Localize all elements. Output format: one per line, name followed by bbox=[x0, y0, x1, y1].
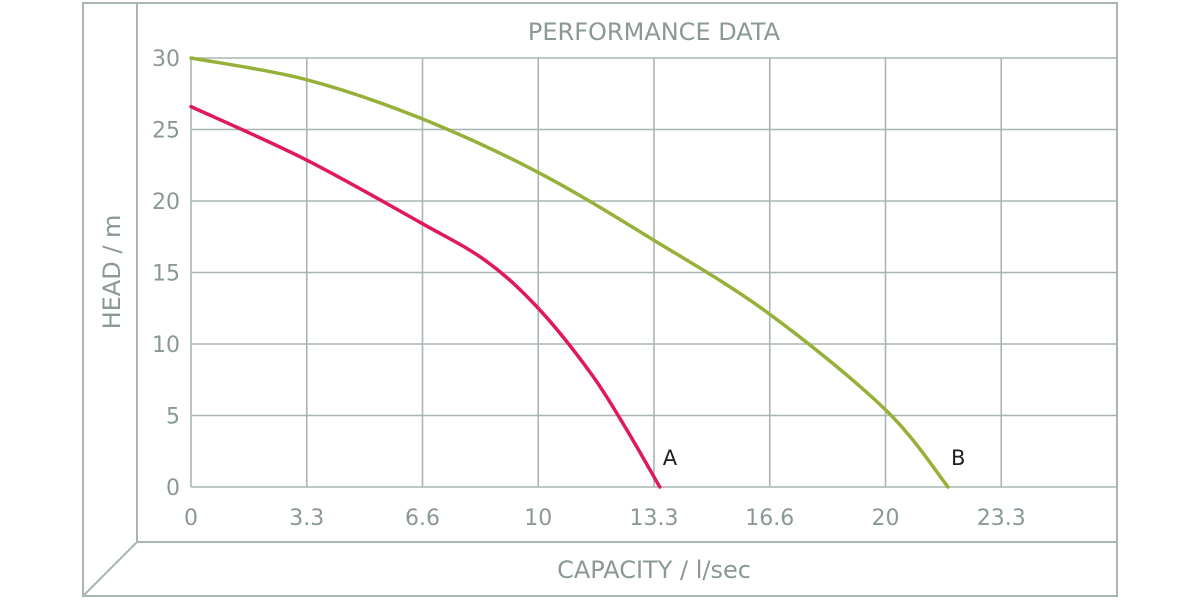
chart-title: PERFORMANCE DATA bbox=[528, 18, 781, 46]
curve-b bbox=[189, 56, 950, 489]
chart-frame bbox=[82, 2, 1118, 597]
y-tick-label: 30 bbox=[152, 47, 180, 72]
x-axis-label: CAPACITY / l/sec bbox=[557, 556, 751, 584]
y-tick-label: 20 bbox=[152, 190, 180, 215]
y-axis-label: HEAD / m bbox=[98, 215, 126, 330]
y-tick-label: 10 bbox=[152, 333, 180, 358]
x-tick-label: 6.6 bbox=[405, 506, 440, 531]
y-tick-label: 5 bbox=[166, 405, 180, 430]
x-tick-label: 20 bbox=[872, 506, 900, 531]
x-axis-ticks: 0 3.3 6.6 10 13.3 16.6 20 23.3 bbox=[184, 506, 1026, 531]
x-tick-label: 3.3 bbox=[289, 506, 324, 531]
curve-label-b: B bbox=[951, 446, 965, 470]
x-tick-label: 10 bbox=[524, 506, 552, 531]
x-tick-label: 13.3 bbox=[630, 506, 679, 531]
grid-lines bbox=[190, 57, 1118, 488]
curve-label-a: A bbox=[663, 446, 678, 470]
y-tick-label: 25 bbox=[152, 119, 180, 144]
curve-a bbox=[189, 104, 662, 489]
x-tick-label: 16.6 bbox=[745, 506, 794, 531]
y-tick-label: 0 bbox=[166, 476, 180, 501]
y-tick-label: 15 bbox=[152, 262, 180, 287]
y-axis-ticks: 0 5 10 15 20 25 30 bbox=[152, 47, 180, 501]
x-tick-label: 0 bbox=[184, 506, 198, 531]
data-series bbox=[189, 56, 950, 489]
x-tick-label: 23.3 bbox=[977, 506, 1026, 531]
